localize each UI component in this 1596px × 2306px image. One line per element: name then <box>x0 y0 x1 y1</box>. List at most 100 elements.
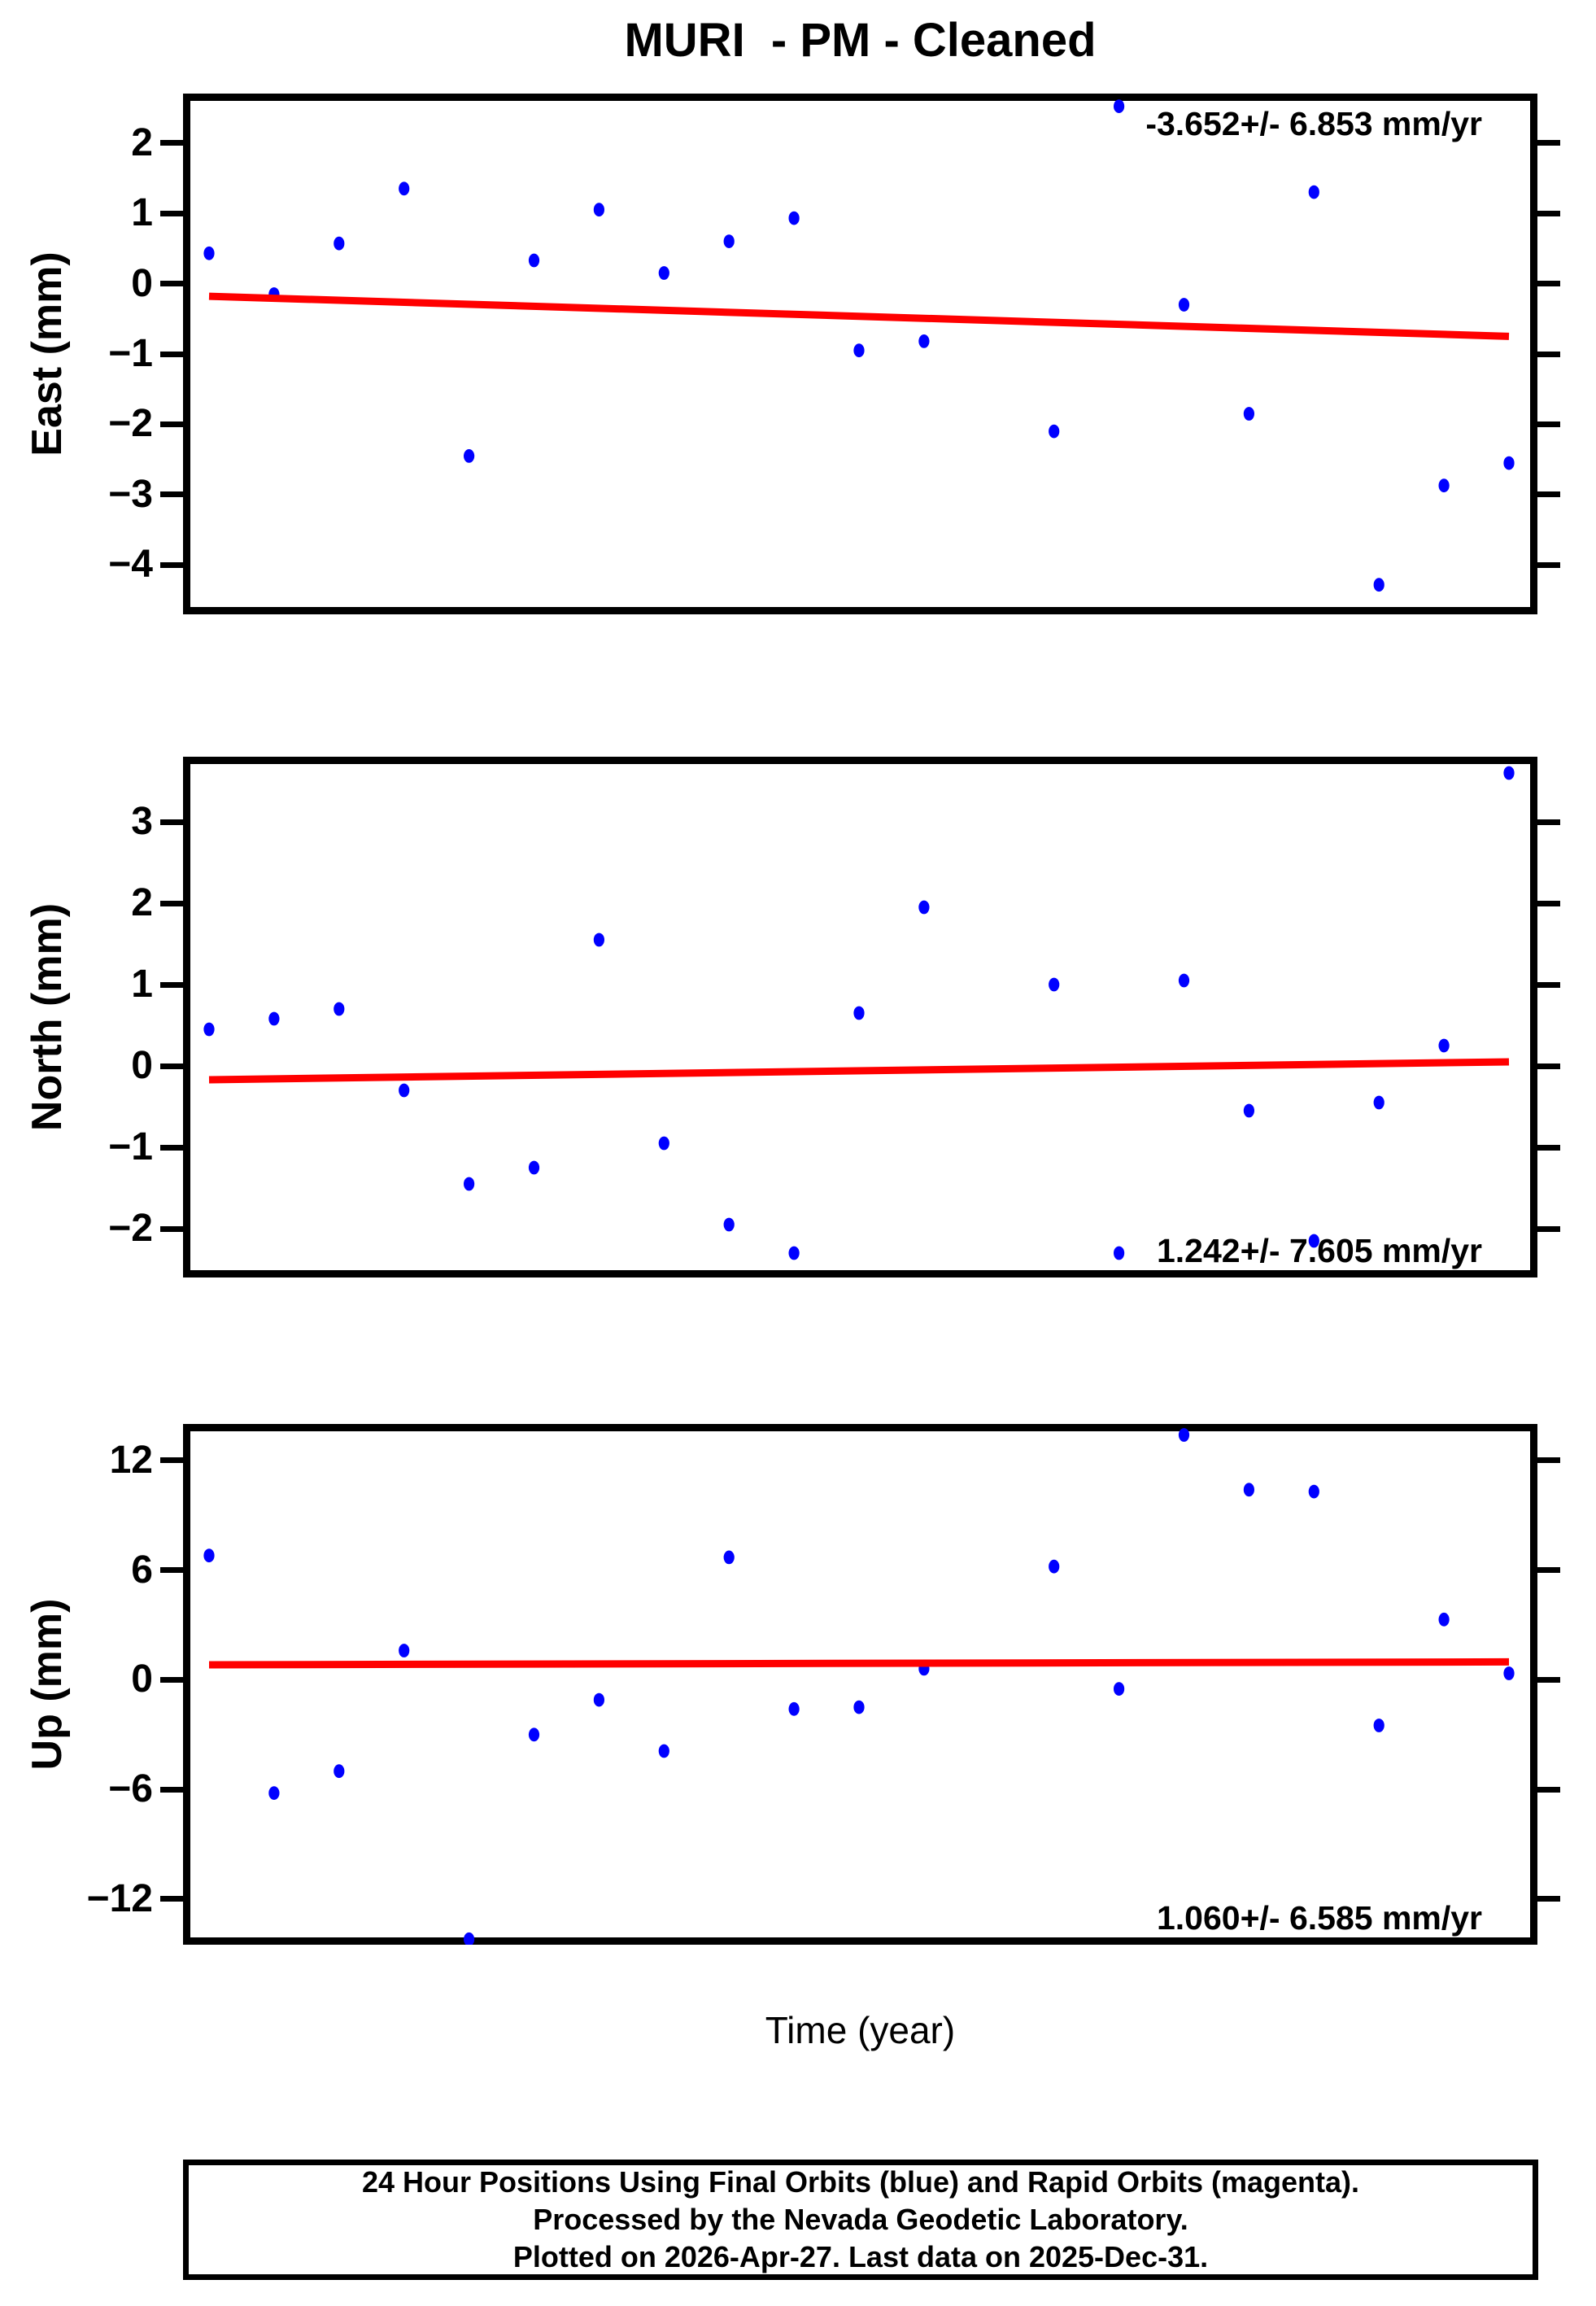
north-y-tick-label: −1 <box>108 1125 153 1168</box>
up-y-tick-label: 6 <box>131 1548 153 1592</box>
north-data-point <box>723 1217 735 1232</box>
north-data-point <box>464 1177 475 1191</box>
up-data-point <box>1243 1483 1254 1497</box>
east-y-tick-right <box>1537 281 1560 286</box>
east-data-point <box>593 203 604 217</box>
up-data-point <box>464 1932 475 1945</box>
east-y-tick-right <box>1537 491 1560 498</box>
north-y-tick-right <box>1537 981 1560 988</box>
north-y-tick-label: 1 <box>131 963 153 1006</box>
up-data-point <box>723 1550 735 1565</box>
up-y-tick-label: −6 <box>108 1767 153 1811</box>
east-data-point <box>1178 298 1190 312</box>
up-data-point <box>593 1692 604 1707</box>
east-y-tick-label: −4 <box>108 543 153 587</box>
up-data-point <box>1308 1484 1319 1499</box>
up-data-point <box>528 1727 540 1742</box>
up-y-tick-right <box>1537 1786 1560 1793</box>
east-y-tick-left <box>160 281 183 286</box>
east-data-point <box>203 246 215 260</box>
north-data-point <box>268 1011 280 1026</box>
x-axis-label: Time (year) <box>765 2009 956 2051</box>
east-y-tick-left <box>160 561 183 568</box>
east-y-tick-left <box>160 491 183 498</box>
east-y-tick-left <box>160 421 183 427</box>
east-y-tick-right <box>1537 140 1560 146</box>
east-data-point <box>723 234 735 248</box>
east-trend-line <box>208 292 1510 340</box>
north-y-tick-right <box>1537 1144 1560 1151</box>
up-data-point <box>658 1744 669 1758</box>
east-y-tick-label: 2 <box>131 120 153 164</box>
east-y-tick-label: −2 <box>108 402 153 446</box>
east-y-tick-right <box>1537 561 1560 568</box>
east-y-tick-left <box>160 210 183 216</box>
north-data-point <box>1438 1038 1450 1053</box>
up-y-tick-left <box>160 1457 183 1464</box>
up-data-point <box>1503 1666 1515 1680</box>
north-plot-canvas <box>203 766 1515 1260</box>
north-y-tick-right <box>1537 1063 1560 1069</box>
footer-line-2: Processed by the Nevada Geodetic Laborat… <box>533 2203 1188 2236</box>
up-y-tick-right <box>1537 1676 1560 1683</box>
north-data-point <box>593 932 604 947</box>
east-y-tick-right <box>1537 351 1560 357</box>
north-data-point <box>853 1006 865 1020</box>
north-y-tick-label: 2 <box>131 881 153 924</box>
north-data-point <box>203 1022 215 1037</box>
east-data-point <box>1243 407 1254 421</box>
north-data-point <box>1114 1246 1125 1260</box>
north-plot-frame <box>183 757 1537 1277</box>
east-data-point <box>788 211 800 225</box>
up-data-point <box>1373 1719 1385 1732</box>
up-y-tick-right <box>1537 1896 1560 1902</box>
north-data-point <box>1373 1095 1385 1110</box>
east-data-point <box>528 253 540 268</box>
east-data-point <box>853 343 865 358</box>
east-data-point <box>1114 99 1125 113</box>
east-plot-canvas <box>203 99 1515 592</box>
east-y-tick-label: 0 <box>131 261 153 305</box>
north-data-point <box>1308 1234 1319 1248</box>
up-data-point <box>268 1786 280 1800</box>
east-data-point <box>1049 424 1060 439</box>
up-y-axis-label: Up (mm) <box>24 1598 71 1771</box>
north-y-tick-label: 3 <box>131 800 153 843</box>
up-data-point <box>203 1548 215 1563</box>
north-y-tick-right <box>1537 819 1560 825</box>
north-y-tick-left <box>160 1225 183 1232</box>
north-y-tick-label: 0 <box>131 1044 153 1087</box>
east-y-tick-left <box>160 351 183 357</box>
north-data-point <box>658 1136 669 1151</box>
up-y-tick-left <box>160 1896 183 1902</box>
north-data-point <box>334 1002 345 1016</box>
up-data-point <box>1114 1682 1125 1696</box>
east-y-tick-right <box>1537 421 1560 427</box>
north-y-tick-left <box>160 981 183 988</box>
footer-box: 24 Hour Positions Using Final Orbits (bl… <box>183 2160 1538 2280</box>
north-y-tick-right <box>1537 900 1560 906</box>
up-plot-canvas <box>203 1428 1515 1945</box>
up-y-tick-left <box>160 1786 183 1793</box>
up-y-tick-label: −12 <box>86 1876 153 1920</box>
east-plot-frame <box>183 94 1537 614</box>
footer-line-3: Plotted on 2026-Apr-27. Last data on 202… <box>512 2240 1209 2273</box>
east-y-tick-label: −1 <box>108 332 153 375</box>
east-data-point <box>1373 578 1385 592</box>
page-title: MURI - PM - Cleaned <box>624 14 1097 67</box>
east-data-point <box>1438 478 1450 493</box>
north-trend-annotation: 1.242+/- 7.605 mm/yr <box>1156 1232 1482 1269</box>
east-y-tick-left <box>160 140 183 146</box>
north-data-point <box>1049 977 1060 992</box>
north-trend-line <box>208 1058 1510 1084</box>
up-y-tick-label: 12 <box>109 1438 153 1482</box>
north-data-point <box>1503 766 1515 780</box>
east-y-tick-label: 1 <box>131 191 153 235</box>
up-y-tick-label: 0 <box>131 1657 153 1701</box>
north-data-point <box>1243 1103 1254 1118</box>
north-y-tick-label: −2 <box>108 1207 153 1250</box>
east-y-axis-label: East (mm) <box>24 251 71 456</box>
up-y-tick-left <box>160 1676 183 1683</box>
north-y-tick-left <box>160 1144 183 1151</box>
up-plot-frame <box>183 1424 1537 1945</box>
